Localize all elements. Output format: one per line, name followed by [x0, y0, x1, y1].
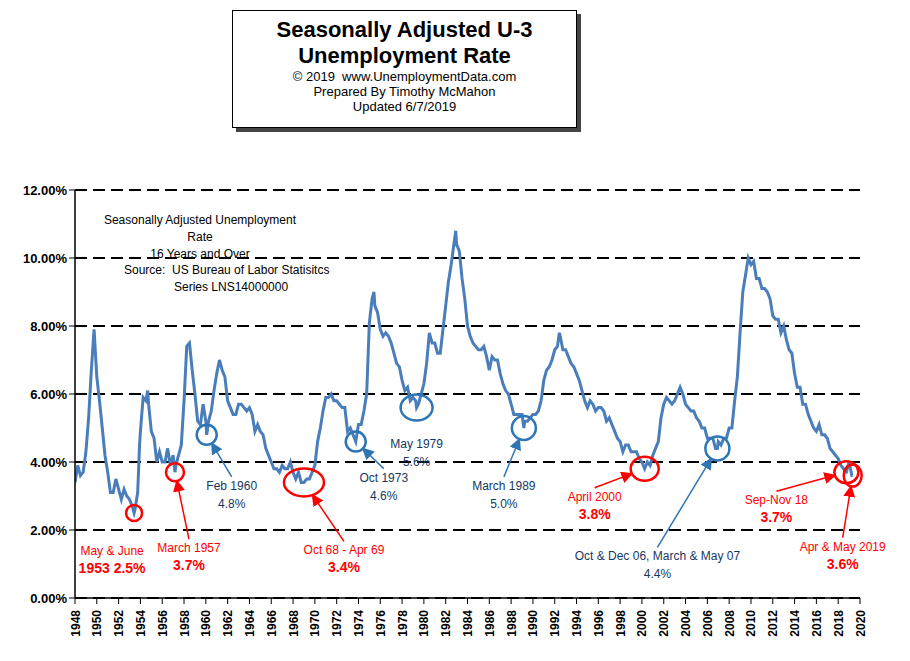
svg-text:1958: 1958 — [178, 610, 192, 637]
svg-text:1988: 1988 — [505, 610, 519, 637]
svg-text:Oct 1973: Oct 1973 — [359, 471, 408, 485]
html-text:Seasonally Adjusted U-3 Unempl: Seasonally Adjusted U-3 Unemployment Rat… — [276, 17, 533, 68]
svg-text:1976: 1976 — [374, 610, 388, 637]
svg-text:2000: 2000 — [635, 610, 649, 637]
svg-text:6.00%: 6.00% — [30, 387, 67, 402]
svg-text:5.6%: 5.6% — [403, 455, 431, 469]
html-text:16 Years and Over: 16 Years and Over — [150, 247, 250, 261]
svg-text:10.00%: 10.00% — [23, 251, 68, 266]
svg-text:1974: 1974 — [352, 610, 366, 637]
svg-text:4.4%: 4.4% — [644, 567, 672, 581]
svg-text:12.00%: 12.00% — [23, 183, 68, 198]
svg-text:1956: 1956 — [156, 610, 170, 637]
svg-text:April 2000: April 2000 — [568, 490, 622, 504]
svg-text:1980: 1980 — [417, 610, 431, 637]
svg-text:1948: 1948 — [69, 610, 83, 637]
svg-text:March 1989: March 1989 — [472, 479, 536, 493]
svg-text:1984: 1984 — [461, 610, 475, 637]
svg-text:2020: 2020 — [854, 610, 868, 637]
svg-text:1962: 1962 — [221, 610, 235, 637]
svg-text:1994: 1994 — [570, 610, 584, 637]
svg-text:1978: 1978 — [396, 610, 410, 637]
html-text:Updated 6/7/2019: Updated 6/7/2019 — [352, 99, 457, 114]
svg-text:0.00%: 0.00% — [30, 591, 67, 606]
svg-text:2002: 2002 — [657, 610, 671, 637]
svg-text:March 1957: March 1957 — [157, 541, 221, 555]
svg-text:1950: 1950 — [90, 610, 104, 637]
svg-text:3.6%: 3.6% — [827, 556, 859, 572]
svg-text:1982: 1982 — [439, 610, 453, 637]
svg-text:2010: 2010 — [744, 610, 758, 637]
svg-text:4.00%: 4.00% — [30, 455, 67, 470]
svg-text:1970: 1970 — [308, 610, 322, 637]
svg-text:1953 2.5%: 1953 2.5% — [79, 560, 146, 576]
svg-text:1972: 1972 — [330, 610, 344, 637]
svg-text:8.00%: 8.00% — [30, 319, 67, 334]
html-text:Series LNS14000000: Series LNS14000000 — [174, 280, 289, 294]
svg-text:Oct 68 - Apr 69: Oct 68 - Apr 69 — [304, 543, 385, 557]
svg-text:Feb 1960: Feb 1960 — [206, 479, 257, 493]
svg-text:1996: 1996 — [592, 610, 606, 637]
svg-text:1960: 1960 — [199, 610, 213, 637]
svg-text:1966: 1966 — [265, 610, 279, 637]
svg-text:May 1979: May 1979 — [390, 437, 443, 451]
svg-text:2.00%: 2.00% — [30, 523, 67, 538]
svg-text:3.7%: 3.7% — [173, 557, 205, 573]
svg-text:3.8%: 3.8% — [579, 506, 611, 522]
svg-text:2018: 2018 — [832, 610, 846, 637]
svg-text:2004: 2004 — [679, 610, 693, 637]
svg-text:Sep-Nov 18: Sep-Nov 18 — [745, 493, 809, 507]
html-text:Seasonally Adjusted Unemployme: Seasonally Adjusted Unemployment Rate — [103, 213, 297, 244]
svg-text:3.7%: 3.7% — [760, 509, 792, 525]
svg-text:4.6%: 4.6% — [370, 489, 398, 503]
svg-text:2014: 2014 — [788, 610, 802, 637]
svg-text:Apr & May 2019: Apr & May 2019 — [800, 540, 886, 554]
html-text:Prepared By Timothy McMahon: Prepared By Timothy McMahon — [313, 84, 496, 99]
svg-text:2012: 2012 — [766, 610, 780, 637]
svg-text:May & June: May & June — [80, 544, 144, 558]
svg-text:3.4%: 3.4% — [328, 559, 360, 575]
svg-text:5.0%: 5.0% — [490, 497, 518, 511]
svg-text:Oct & Dec 06, March & May 07: Oct & Dec 06, March & May 07 — [575, 549, 741, 563]
html-text:Source: US Bureau of Labor Sta: Source: US Bureau of Labor Statisitcs — [124, 263, 330, 277]
svg-text:1986: 1986 — [483, 610, 497, 637]
svg-text:1952: 1952 — [112, 610, 126, 637]
svg-text:2016: 2016 — [810, 610, 824, 637]
svg-text:2008: 2008 — [723, 610, 737, 637]
svg-text:1968: 1968 — [287, 610, 301, 637]
svg-text:4.8%: 4.8% — [218, 497, 246, 511]
svg-text:1998: 1998 — [614, 610, 628, 637]
svg-text:1954: 1954 — [134, 610, 148, 637]
html-text:© 2019 www.UnemploymentData.co: © 2019 www.UnemploymentData.com — [292, 69, 517, 84]
svg-text:1990: 1990 — [526, 610, 540, 637]
svg-text:1964: 1964 — [243, 610, 257, 637]
svg-text:2006: 2006 — [701, 610, 715, 637]
svg-text:1992: 1992 — [548, 610, 562, 637]
